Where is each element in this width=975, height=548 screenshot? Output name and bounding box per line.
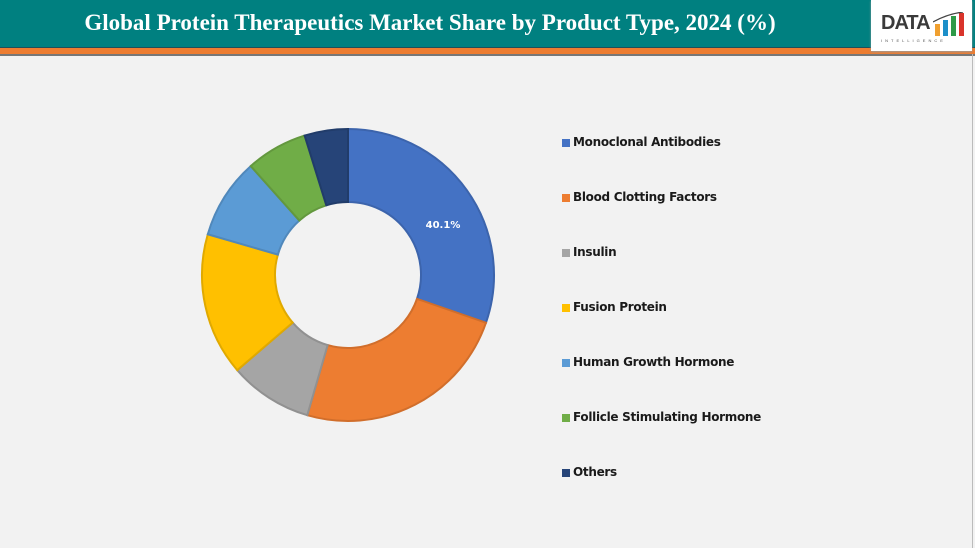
title-banner: Global Protein Therapeutics Market Share… xyxy=(0,0,975,48)
donut-slice-blood-clotting-factors xyxy=(306,297,488,422)
legend-label: Insulin xyxy=(573,245,617,259)
legend-label: Monoclonal Antibodies xyxy=(573,135,721,149)
legend-label: Blood Clotting Factors xyxy=(573,190,717,204)
legend-swatch-icon xyxy=(562,414,570,422)
data-label-monoclonal-antibodies: 40.1% xyxy=(426,220,461,231)
logo-text: DATA xyxy=(881,12,931,34)
legend-swatch-icon xyxy=(562,194,570,202)
legend-swatch-icon xyxy=(562,304,570,312)
legend-label: Fusion Protein xyxy=(573,300,667,314)
donut-chart: 40.1% xyxy=(201,127,495,422)
logo-subtext: INTELLIGENCE xyxy=(881,38,946,43)
accent-stripe xyxy=(0,48,975,56)
donut-slice-monoclonal-antibodies xyxy=(347,127,495,324)
chart-title: Global Protein Therapeutics Market Share… xyxy=(84,10,776,35)
datam-intelligence-logo: DATA INTELLIGENCE xyxy=(871,0,972,51)
logo-bars-icon xyxy=(933,12,964,36)
legend-swatch-icon xyxy=(562,359,570,367)
legend-swatch-icon xyxy=(562,249,570,257)
legend-label: Others xyxy=(573,465,617,479)
legend-label: Human Growth Hormone xyxy=(573,355,735,369)
legend-label: Follicle Stimulating Hormone xyxy=(573,410,761,424)
legend-swatch-icon xyxy=(562,139,570,147)
donut-slice-others xyxy=(303,127,349,207)
frame-border xyxy=(972,54,973,548)
legend-swatch-icon xyxy=(562,469,570,477)
